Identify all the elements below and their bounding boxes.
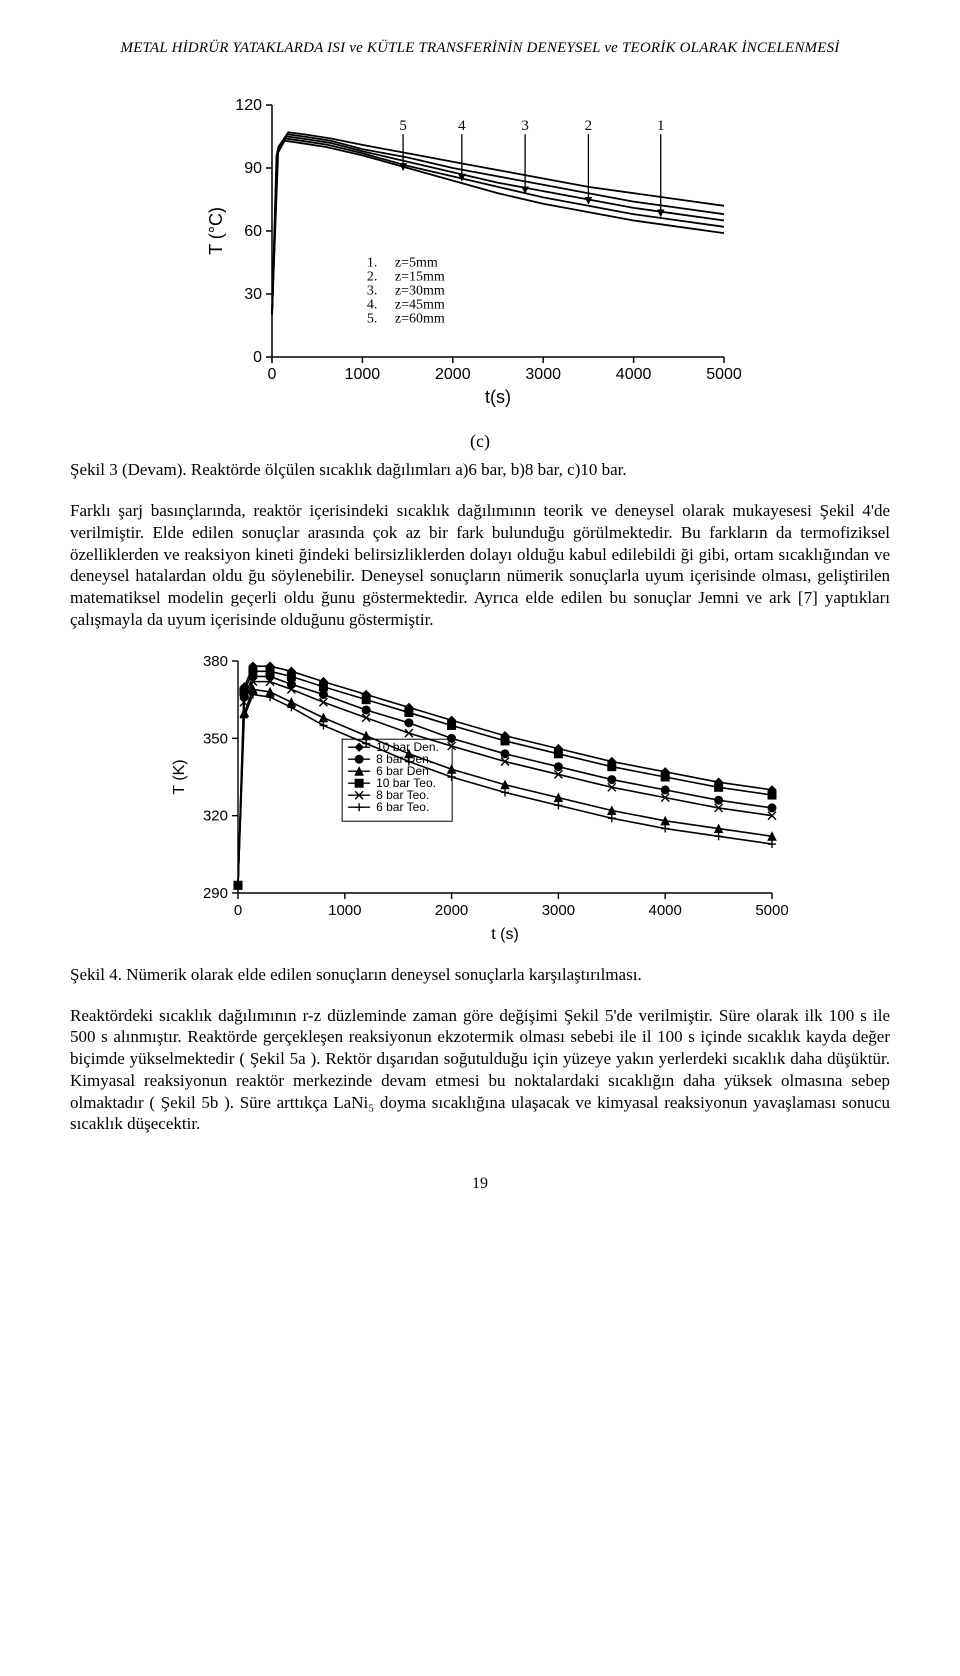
svg-text:4000: 4000 [649, 902, 682, 919]
chart-c-svg: 0 30 60 90 120 0 1000 2000 3000 4000 5000 t(s) T (°C… [200, 87, 760, 417]
paragraph-2: Reaktördeki sıcaklık dağılımının r-z düz… [70, 1005, 890, 1136]
svg-text:5.: 5. [367, 312, 378, 327]
figure-4-caption: Şekil 4. Nümerik olarak elde edilen sonu… [70, 965, 890, 985]
svg-text:z=5mm: z=5mm [395, 256, 438, 271]
figure-4: 290 320 350 380 0 1000 2000 3000 4000 5000 t (s) T … [70, 645, 890, 945]
running-head: METAL HİDRÜR YATAKLARDA ISI ve KÜTLE TRA… [70, 40, 890, 57]
svg-text:T (K): T (K) [171, 759, 188, 794]
svg-text:350: 350 [203, 730, 228, 747]
svg-text:120: 120 [235, 97, 262, 114]
svg-text:2000: 2000 [435, 366, 471, 383]
svg-text:290: 290 [203, 885, 228, 902]
svg-text:5000: 5000 [706, 366, 742, 383]
chart-4-svg: 290 320 350 380 0 1000 2000 3000 4000 5000 t (s) T … [160, 645, 800, 945]
svg-text:3: 3 [521, 118, 529, 134]
page-root: METAL HİDRÜR YATAKLARDA ISI ve KÜTLE TRA… [0, 0, 960, 1253]
svg-text:1000: 1000 [328, 902, 361, 919]
svg-text:T (°C): T (°C) [206, 207, 226, 255]
svg-text:60: 60 [244, 223, 262, 240]
svg-text:1.: 1. [367, 256, 378, 271]
svg-text:6 bar Teo.: 6 bar Teo. [376, 800, 429, 814]
svg-text:z=30mm: z=30mm [395, 284, 445, 299]
svg-text:2: 2 [585, 118, 593, 134]
svg-text:1: 1 [657, 118, 665, 134]
svg-text:z=60mm: z=60mm [395, 312, 445, 327]
sublabel-c: (c) [70, 431, 890, 452]
svg-text:380: 380 [203, 653, 228, 670]
svg-text:1000: 1000 [345, 366, 381, 383]
svg-text:90: 90 [244, 160, 262, 177]
svg-text:4.: 4. [367, 298, 378, 313]
svg-text:z=45mm: z=45mm [395, 298, 445, 313]
svg-text:z=15mm: z=15mm [395, 270, 445, 285]
svg-text:3.: 3. [367, 284, 378, 299]
page-number: 19 [70, 1175, 890, 1193]
svg-text:2000: 2000 [435, 902, 468, 919]
chart4-wrap: 290 320 350 380 0 1000 2000 3000 4000 5000 t (s) T … [70, 645, 890, 945]
chart-c-wrap: 0 30 60 90 120 0 1000 2000 3000 4000 5000 t(s) T (°C… [70, 87, 890, 417]
paragraph-1: Farklı şarj basınçlarında, reaktör içeri… [70, 500, 890, 631]
svg-text:2.: 2. [367, 270, 378, 285]
svg-text:4000: 4000 [616, 366, 652, 383]
svg-text:0: 0 [234, 902, 242, 919]
svg-text:5000: 5000 [755, 902, 788, 919]
svg-text:3000: 3000 [542, 902, 575, 919]
svg-text:30: 30 [244, 286, 262, 303]
svg-text:5: 5 [399, 118, 407, 134]
figure-3-caption: Şekil 3 (Devam). Reaktörde ölçülen sıcak… [70, 460, 890, 480]
figure-3c: 0 30 60 90 120 0 1000 2000 3000 4000 5000 t(s) T (°C… [70, 87, 890, 480]
svg-text:0: 0 [253, 349, 262, 366]
svg-text:0: 0 [268, 366, 277, 383]
svg-text:t(s): t(s) [485, 387, 511, 407]
svg-text:320: 320 [203, 807, 228, 824]
svg-text:t (s): t (s) [491, 926, 519, 943]
svg-text:4: 4 [458, 118, 466, 134]
svg-text:3000: 3000 [525, 366, 561, 383]
